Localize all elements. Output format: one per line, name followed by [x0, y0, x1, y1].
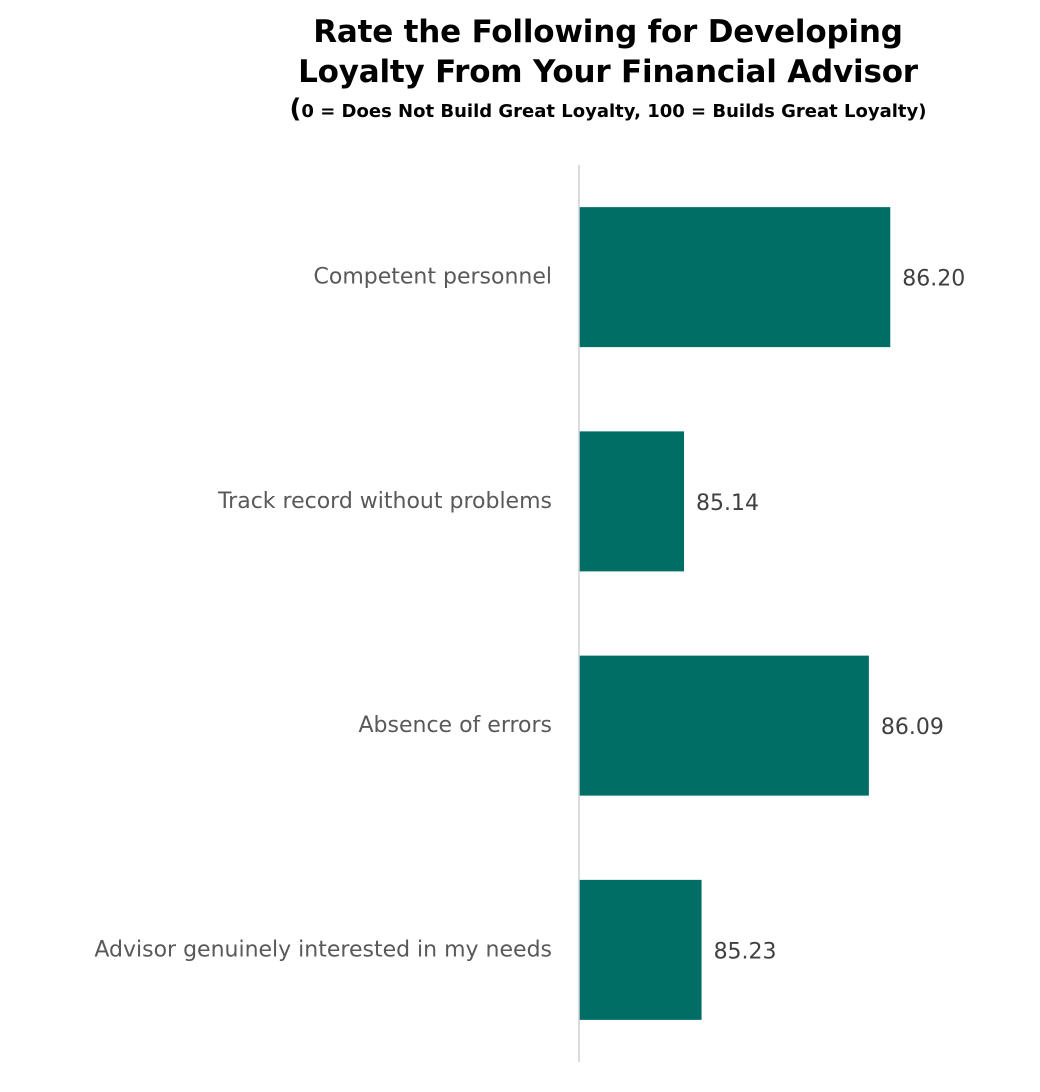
chart-subtitle-open-paren: (	[289, 94, 302, 124]
chart-subtitle-text: 0 = Does Not Build Great Loyalty, 100 = …	[301, 101, 927, 122]
value-label-0: 86.20	[902, 267, 965, 292]
value-label-1: 85.14	[696, 491, 759, 516]
category-label-2: Absence of errors	[359, 713, 553, 738]
category-label-1: Track record without problems	[217, 489, 552, 514]
bar-1	[579, 431, 685, 572]
bar-0	[579, 207, 891, 348]
chart-title-line-2: Loyalty From Your Financial Advisor	[298, 54, 918, 90]
category-label-3: Advisor genuinely interested in my needs	[94, 937, 552, 962]
value-label-3: 85.23	[714, 939, 777, 964]
bar-2	[579, 655, 869, 796]
chart-title-line-1: Rate the Following for Developing	[313, 14, 903, 50]
category-label-0: Competent personnel	[314, 265, 552, 290]
chart-subtitle: (0 = Does Not Build Great Loyalty, 100 =…	[180, 96, 1036, 125]
value-label-2: 86.09	[881, 715, 944, 740]
chart-title-block: Rate the Following for Developing Loyalt…	[180, 12, 1036, 125]
bar-3	[579, 879, 702, 1020]
